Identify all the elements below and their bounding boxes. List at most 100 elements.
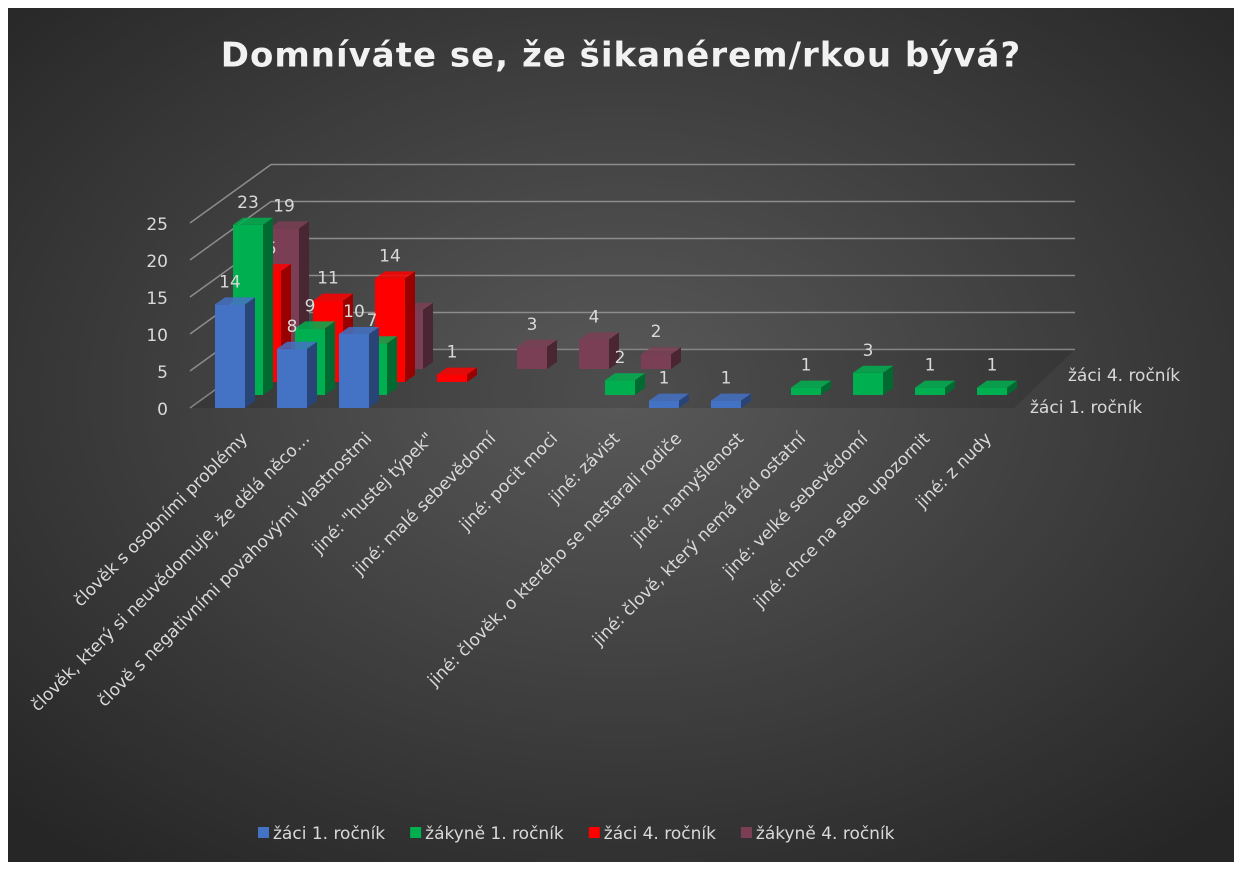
- data-label: 2: [651, 322, 662, 342]
- legend-label: žákyně 4. ročník: [756, 824, 895, 844]
- data-label: 23: [237, 193, 259, 213]
- y-tick-label: 5: [157, 363, 168, 383]
- bar: [649, 393, 689, 408]
- data-label: 10: [343, 302, 365, 322]
- bar: [339, 327, 379, 408]
- bar-side: [679, 393, 689, 408]
- data-label: 1: [659, 369, 670, 389]
- data-label: 1: [925, 356, 936, 376]
- data-label: 1: [801, 356, 812, 376]
- bar-top: [277, 341, 317, 349]
- bar-top: [313, 293, 353, 301]
- legend-label: žákyně 1. ročník: [425, 824, 564, 844]
- y-tick-label: 10: [146, 326, 168, 346]
- bar: [853, 365, 893, 395]
- bar-top: [437, 367, 477, 375]
- bar-side: [635, 373, 645, 395]
- data-label: 4: [589, 307, 600, 327]
- bar-side: [671, 347, 681, 369]
- background: [8, 8, 1234, 862]
- bar-top: [711, 393, 751, 401]
- bar-front: [649, 400, 679, 408]
- legend-label: žáci 4. ročník: [604, 824, 716, 844]
- data-label: 8: [287, 317, 298, 337]
- bar: [711, 393, 751, 408]
- bar-front: [915, 387, 945, 395]
- bar-top: [853, 365, 893, 373]
- bar: [517, 339, 557, 369]
- bar-top: [339, 327, 379, 334]
- bar: [437, 367, 477, 382]
- bar-top: [605, 373, 645, 381]
- bar-top: [579, 332, 619, 340]
- bar: [791, 380, 831, 395]
- bar-side: [245, 297, 255, 408]
- bar-side: [821, 380, 831, 395]
- y-tick-label: 15: [146, 289, 168, 309]
- bar-top: [233, 217, 273, 225]
- bar-front: [853, 372, 883, 395]
- bar-side: [423, 302, 433, 369]
- legend-swatch: [258, 827, 269, 838]
- data-label: 2: [615, 348, 626, 368]
- bar-front: [579, 339, 609, 369]
- data-label: 1: [987, 356, 998, 376]
- bar-side: [467, 367, 477, 382]
- y-tick-label: 25: [146, 215, 168, 235]
- y-tick-label: 20: [146, 252, 168, 272]
- bar-side: [325, 321, 335, 395]
- bar-side: [609, 332, 619, 369]
- legend-swatch: [588, 827, 600, 838]
- data-label: 3: [863, 341, 874, 361]
- bar-front: [215, 304, 245, 408]
- data-label: 9: [305, 296, 316, 316]
- bar-side: [741, 393, 751, 408]
- data-label: 7: [367, 311, 378, 331]
- y-tick-label: 0: [157, 400, 168, 420]
- data-label: 1: [721, 369, 732, 389]
- bar-top: [791, 380, 831, 388]
- bar-side: [945, 380, 955, 395]
- bar-top: [649, 393, 689, 401]
- bar-top: [915, 380, 955, 388]
- bar-top: [215, 297, 255, 305]
- bar-front: [641, 354, 671, 369]
- bar: [915, 380, 955, 395]
- bar-side: [883, 365, 893, 395]
- bar-side: [307, 341, 317, 408]
- depth-label: žáci 4. ročník: [1068, 366, 1180, 386]
- bar-front: [791, 387, 821, 395]
- bar-top: [517, 339, 557, 347]
- legend-swatch: [410, 827, 422, 838]
- data-label: 14: [219, 272, 241, 292]
- bar-front: [977, 387, 1007, 395]
- bar: [215, 297, 255, 408]
- data-label: 1: [447, 343, 458, 363]
- chart-title: Domníváte se, že šikanérem/rkou bývá?: [221, 36, 1021, 76]
- depth-label: žáci 1. ročník: [1030, 398, 1142, 418]
- bar-front: [339, 334, 369, 408]
- bar-side: [405, 271, 415, 382]
- grid-line: [189, 200, 272, 261]
- bar: [605, 373, 645, 395]
- bar-front: [605, 380, 635, 395]
- bar-side: [1007, 380, 1017, 395]
- bar-top: [977, 380, 1017, 388]
- bar-front: [517, 346, 547, 369]
- bar-top: [375, 271, 415, 279]
- grid-line: [189, 163, 272, 224]
- bar-side: [387, 336, 397, 395]
- bar-side: [547, 339, 557, 369]
- legend-label: žáci 1. ročník: [273, 824, 385, 844]
- bar-front: [711, 400, 741, 408]
- bar: [277, 341, 317, 408]
- bar: [641, 347, 681, 369]
- data-label: 19: [273, 196, 295, 216]
- legend-swatch: [740, 827, 752, 838]
- bar: [579, 332, 619, 369]
- data-label: 3: [527, 315, 538, 335]
- bar-front: [437, 374, 467, 382]
- bar-side: [263, 217, 273, 395]
- bar-top: [269, 221, 309, 229]
